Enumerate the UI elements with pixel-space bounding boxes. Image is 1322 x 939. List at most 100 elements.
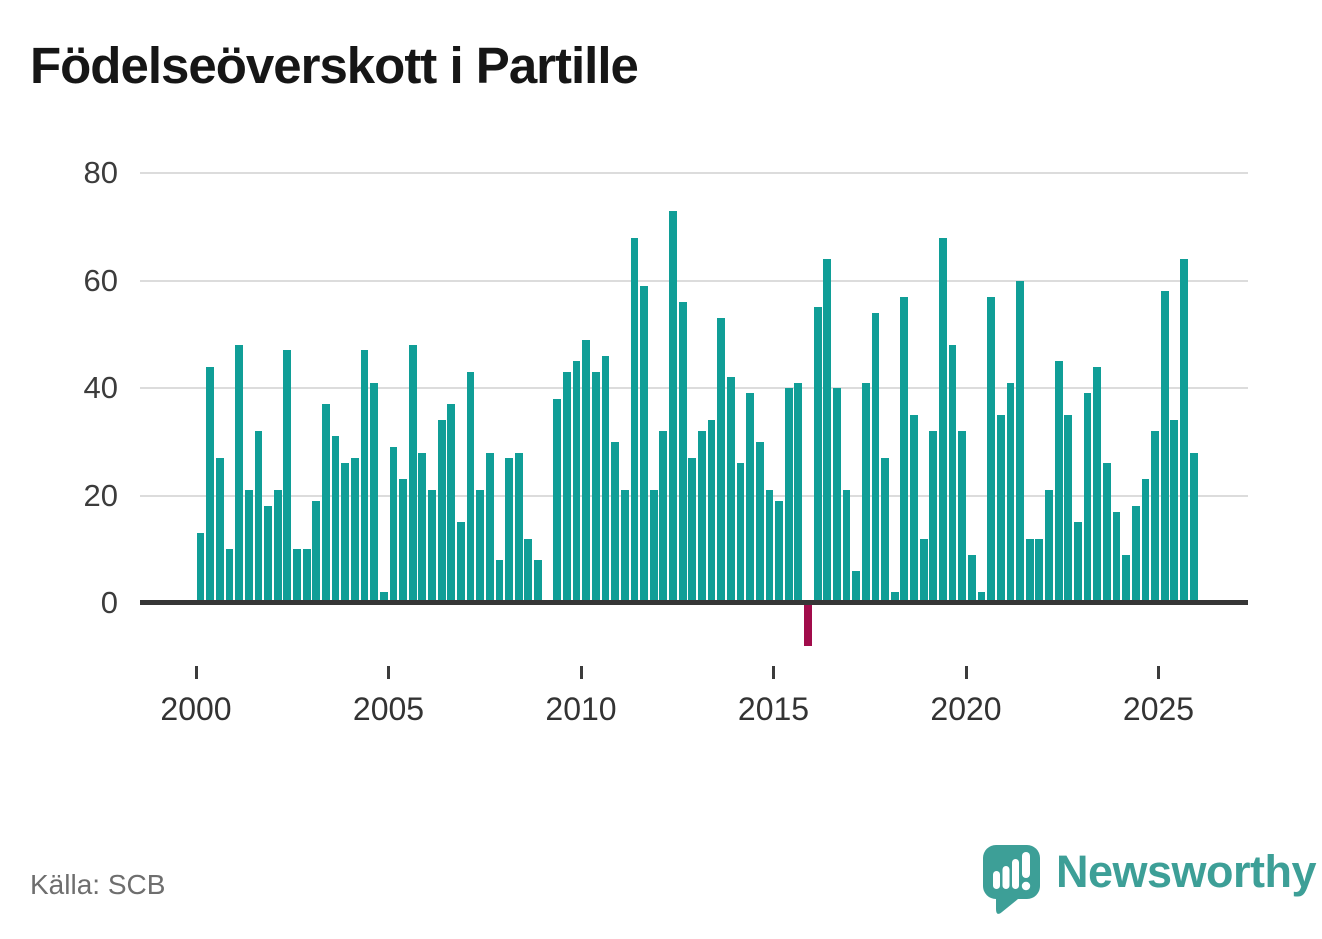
bar-2000-q32 (505, 457, 513, 603)
bar-2000-q64 (813, 307, 822, 603)
bar-2000-q68 (852, 570, 861, 603)
bar-2000-q90 (1064, 414, 1073, 603)
bar-2000-q7 (264, 506, 272, 603)
bar-2000-q28 (466, 371, 475, 603)
bar-2000-q79 (958, 431, 967, 603)
bar-2000-q95 (1112, 511, 1121, 603)
bar-2000-q25 (437, 420, 446, 603)
bar-2000-q19 (379, 592, 388, 603)
bar-2000-q57 (746, 393, 755, 603)
bar-2000-q92 (1083, 393, 1092, 603)
bar-2000-q86 (1025, 538, 1034, 603)
bar-2000-q102 (1180, 259, 1188, 603)
x-axis-label-2025: 2025 (1122, 691, 1195, 727)
bar-2000-q87 (1035, 538, 1044, 603)
bar-2000-q98 (1141, 479, 1150, 603)
bar-2000-q13 (322, 404, 330, 603)
bar-2000-q10 (293, 549, 301, 603)
bar-2000-q42 (601, 355, 610, 603)
bar-2000-q74 (910, 414, 918, 603)
x-axis-tick-2015 (772, 666, 775, 679)
bar-2000-q37 (553, 398, 562, 603)
bar-2000-q39 (572, 361, 581, 603)
bar-2000-q17 (360, 350, 369, 603)
x-axis-tick-2025 (1157, 666, 1160, 679)
x-axis-label-2020: 2020 (930, 691, 1002, 727)
bar-2000-q70 (871, 312, 880, 603)
bar-2000-q67 (842, 490, 851, 603)
bar-2000-q38 (563, 371, 571, 603)
bar-2000-q26 (447, 404, 456, 603)
bar-2000-q11 (302, 549, 311, 603)
bar-2000-q41 (591, 371, 600, 603)
y-axis-label-40: 40 (83, 370, 118, 405)
x-axis-label-2005: 2005 (352, 691, 425, 727)
bar-2000-q24 (428, 490, 436, 603)
x-axis-label-2000: 2000 (160, 691, 232, 727)
bar-2000-q23 (418, 452, 427, 603)
bar-2000-q47 (649, 490, 658, 603)
bar-2000-q20 (389, 447, 398, 603)
bar-2000-q81 (977, 592, 986, 603)
x-axis-label-2015: 2015 (737, 691, 810, 727)
bar-2000-q33 (514, 452, 523, 603)
bar-2000-q51 (688, 457, 697, 603)
bar-2000-q52 (698, 431, 706, 603)
x-axis-tick-2005 (387, 666, 390, 679)
bar-2000-q99 (1151, 431, 1159, 603)
bar-2000-q30 (485, 452, 494, 603)
bar-2000-q12 (312, 500, 321, 603)
bar-2000-q49 (669, 210, 677, 603)
bar-2000-q69 (861, 382, 870, 603)
bar-2000-q84 (1006, 382, 1015, 603)
bar-2000-q101 (1170, 420, 1179, 603)
bar-2000-q44 (620, 490, 629, 603)
bar-2000-q21 (399, 479, 407, 603)
bar-2000-q6 (254, 431, 263, 603)
x-axis-baseline (140, 600, 1248, 605)
source-caption: Källa: SCB (30, 869, 166, 900)
bar-2000-q80 (967, 554, 976, 603)
gridline-y-80 (140, 172, 1248, 174)
bar-2000-q65 (823, 259, 832, 603)
bar-2000-q77 (939, 237, 947, 603)
bar-2000-q78 (948, 345, 957, 603)
bar-2000-q56 (736, 463, 745, 603)
bar-2000-q55 (726, 377, 735, 603)
gridline-y-40 (140, 387, 1248, 389)
bar-2000-q45 (630, 237, 639, 603)
bar-2000-q60 (775, 500, 783, 603)
y-axis-label-20: 20 (83, 477, 118, 513)
bar-2000-q63 (804, 603, 812, 646)
bar-2000-q75 (919, 538, 928, 603)
bar-2000-q97 (1131, 506, 1140, 603)
bar-2000-q34 (524, 538, 533, 603)
bar-2000-q15 (341, 463, 350, 603)
newsworthy-wordmark: Newsworthy (1056, 846, 1317, 897)
bar-2000-q71 (881, 457, 889, 603)
bar-2000-q85 (1016, 280, 1024, 603)
bar-2000-q35 (534, 560, 542, 603)
bar-2000-q58 (755, 441, 764, 603)
bar-2000-q94 (1102, 463, 1111, 603)
bar-2000-q76 (929, 431, 938, 603)
x-axis-tick-2010 (579, 666, 583, 679)
bar-2000-q4 (235, 345, 244, 603)
y-axis-label-0: 0 (100, 585, 118, 620)
bar-2000-q22 (408, 345, 417, 603)
gridline-y-60 (140, 279, 1248, 282)
bar-2000-q50 (678, 302, 687, 603)
bar-2000-q103 (1189, 452, 1198, 603)
newsworthy-logo-icon (983, 845, 1040, 914)
bar-2000-q0 (196, 533, 205, 603)
bar-2000-q8 (273, 490, 282, 603)
bar-2000-q5 (244, 490, 253, 603)
bar-2000-q18 (370, 382, 379, 603)
x-axis-tick-2000 (194, 666, 198, 679)
bar-2000-q82 (987, 296, 996, 603)
bar-2000-q59 (765, 490, 774, 603)
bar-2000-q14 (331, 436, 340, 603)
bar-2000-q83 (996, 414, 1005, 603)
bar-2000-q89 (1054, 361, 1063, 603)
